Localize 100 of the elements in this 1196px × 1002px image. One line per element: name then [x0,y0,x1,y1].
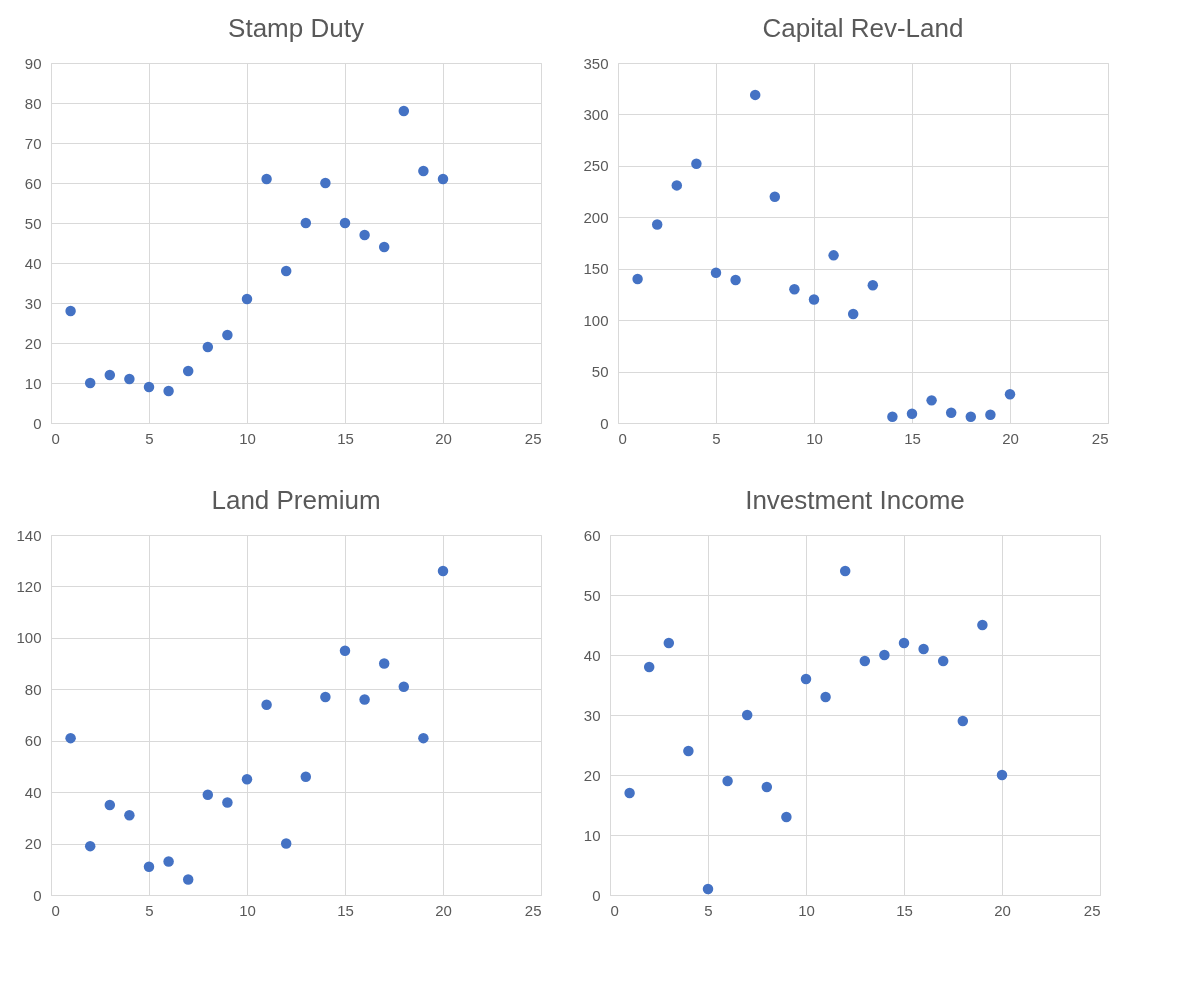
point [437,173,449,185]
point [683,745,694,757]
chart-title: Stamp Duty [228,13,364,43]
point [624,787,635,799]
y-tick-label: 50 [591,363,609,381]
y-tick-label: 20 [24,835,42,853]
point [789,284,800,295]
y-tick-label: 90 [24,54,42,72]
point [339,217,351,229]
point [710,267,722,279]
point [847,308,859,320]
y-tick-label: 10 [583,826,601,844]
point [261,699,272,710]
point [918,643,929,655]
y-tick-label: 20 [24,334,42,352]
point [879,649,890,661]
x-tick-label: 0 [618,429,627,447]
point [241,774,253,785]
y-tick-label: 60 [24,174,42,192]
point [965,411,977,423]
point [996,769,1008,781]
x-tick-label: 20 [435,901,452,919]
x-tick-label: 5 [712,429,721,447]
x-tick-label: 10 [239,429,256,447]
point [261,173,272,185]
point [898,637,910,649]
y-tick-label: 100 [583,311,609,329]
point [163,385,174,397]
x-tick-label: 10 [239,901,256,919]
point [280,838,292,849]
point [202,341,214,353]
y-tick-label: 80 [24,680,42,698]
point [977,619,988,631]
point [926,395,937,406]
point [691,158,702,170]
y-tick-label: 40 [583,646,601,664]
point [651,219,663,230]
x-tick-label: 20 [1002,429,1019,447]
y-tick-label: 30 [583,706,601,724]
point [339,645,351,656]
y-tick-label: 150 [583,260,609,278]
point [800,673,812,685]
point [182,874,194,885]
x-tick-label: 15 [337,901,354,919]
point [730,274,741,286]
point [702,883,714,895]
y-tick-label: 60 [583,526,601,544]
chart-title: Capital Rev-Land [762,13,964,43]
point [671,180,683,191]
point [65,732,76,744]
point [241,293,253,305]
x-tick-label: 5 [145,429,154,447]
y-tick-label: 140 [16,526,42,544]
chart-title: Land Premium [211,485,381,515]
x-tick-label: 20 [994,901,1011,919]
x-tick-label: 25 [524,429,542,447]
point [222,797,233,808]
point [769,191,781,202]
point [104,369,116,381]
y-tick-label: 300 [583,105,609,123]
point [300,217,312,229]
y-tick-label: 0 [33,886,42,904]
point [124,373,135,385]
x-tick-label: 5 [145,901,154,919]
point [808,294,820,305]
x-tick-label: 15 [896,901,913,919]
point [65,305,76,317]
point [398,681,410,692]
point [202,789,214,800]
x-tick-label: 10 [806,429,823,447]
point [828,250,839,261]
point [887,411,898,423]
point [722,775,733,787]
point [84,377,96,389]
point [182,365,194,377]
y-tick-label: 10 [24,374,42,392]
x-tick-label: 25 [1083,901,1101,919]
point [643,661,655,673]
point [300,771,312,782]
x-tick-label: 0 [51,901,60,919]
y-tick-label: 0 [600,414,609,432]
point [359,694,370,705]
y-tick-label: 250 [583,157,609,175]
x-tick-label: 0 [51,429,60,447]
point [280,265,292,277]
point [906,408,918,419]
x-tick-label: 25 [1091,429,1109,447]
y-tick-label: 80 [24,94,42,112]
point [749,89,761,101]
point [632,273,643,285]
y-tick-label: 50 [583,586,601,604]
y-tick-label: 30 [24,294,42,312]
point [378,241,390,253]
y-tick-label: 20 [583,766,601,784]
y-tick-label: 40 [24,783,42,801]
point [839,565,851,577]
point [378,658,390,669]
x-tick-label: 20 [435,429,452,447]
point [985,409,996,421]
point [957,715,969,727]
